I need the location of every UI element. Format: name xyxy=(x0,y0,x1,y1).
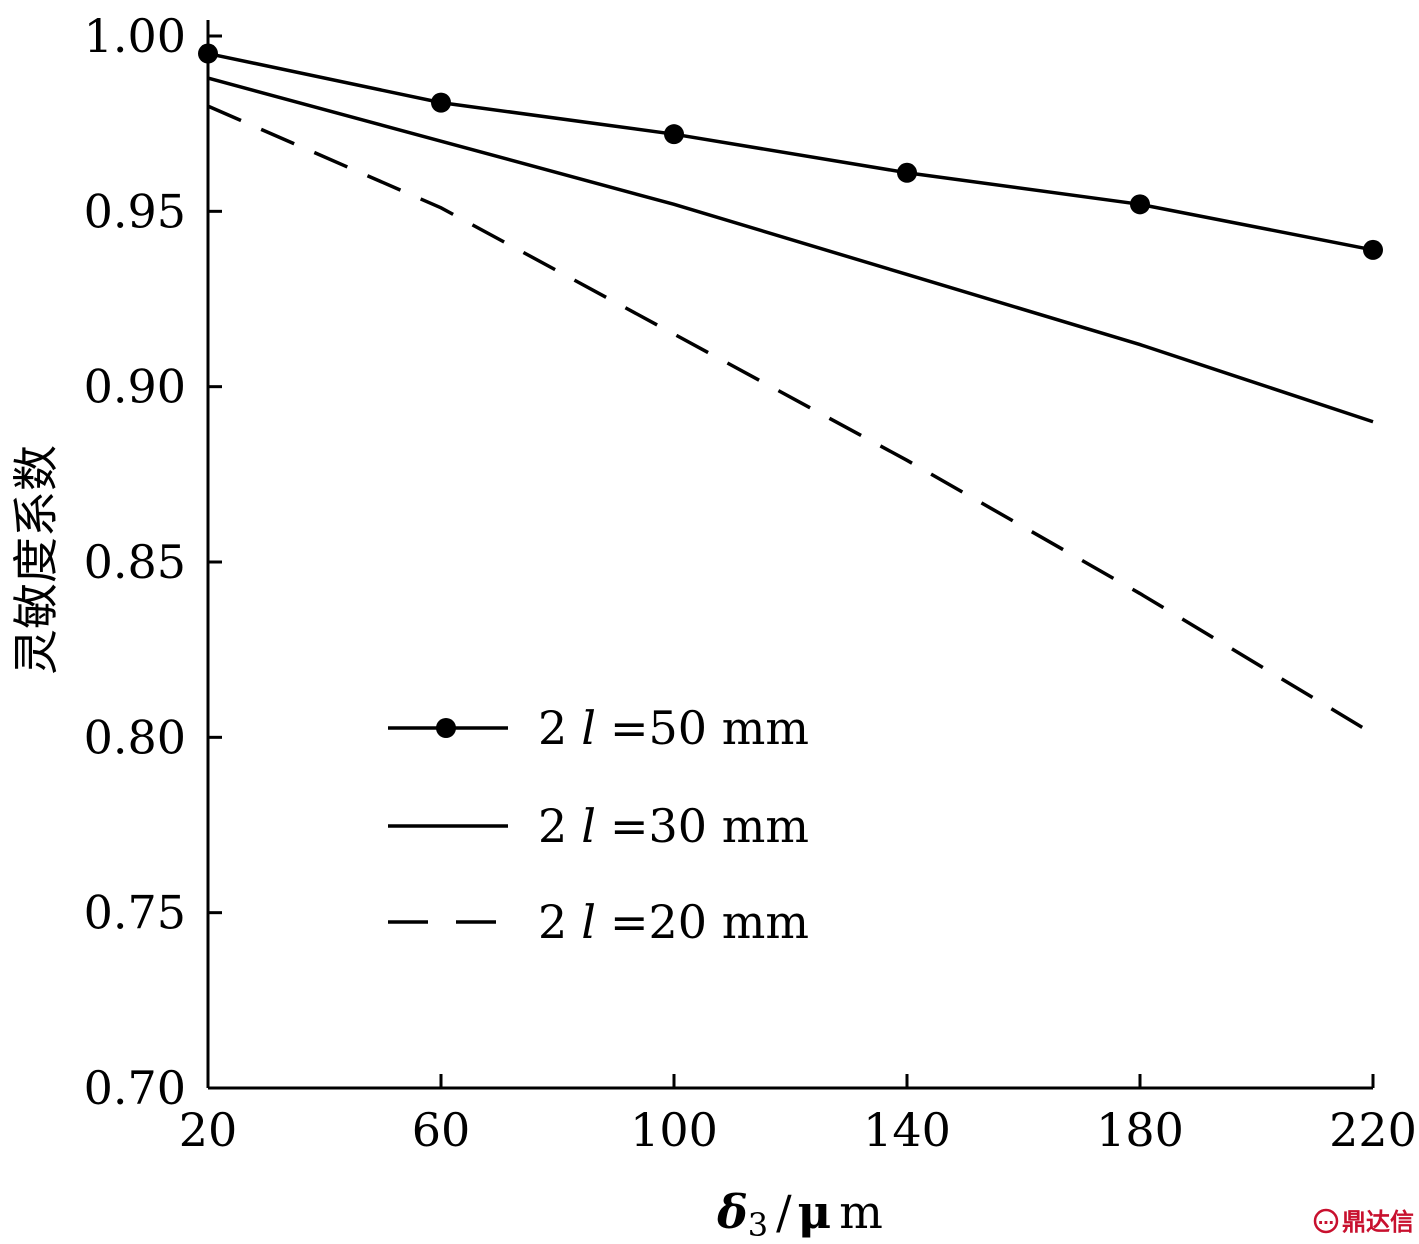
x-axis-label-m: m xyxy=(839,1185,883,1239)
legend-label-variable: l xyxy=(581,895,596,949)
x-axis-label-slash: / xyxy=(776,1185,792,1239)
x-axis-label-subscript: 3 xyxy=(748,1206,768,1244)
legend-label: 2 l =50 mm xyxy=(538,701,809,755)
x-tick-label: 220 xyxy=(1329,1103,1417,1157)
series-point xyxy=(1363,239,1383,260)
x-tick-label: 20 xyxy=(179,1103,238,1157)
legend: 2 l =50 mm2 l =30 mm2 l =20 mm xyxy=(388,701,809,949)
y-tick-label: 0.85 xyxy=(84,535,186,589)
series-line-0 xyxy=(207,51,1374,252)
legend-label: 2 l =20 mm xyxy=(538,895,809,949)
legend-label-value: =50 mm xyxy=(610,701,809,755)
x-axis-label-symbol: δ xyxy=(716,1185,748,1239)
legend-label-variable: l xyxy=(581,701,596,755)
watermark-logo-icon xyxy=(1313,1208,1339,1234)
watermark-text: 鼎达信 xyxy=(1342,1208,1414,1236)
y-tick-label: 0.80 xyxy=(84,710,186,764)
x-ticks: 20 60 100 140 180 220 xyxy=(179,1074,1417,1157)
legend-label-number: 2 xyxy=(538,701,567,755)
legend-label-value: =30 mm xyxy=(610,799,809,853)
x-tick-label: 100 xyxy=(630,1103,718,1157)
x-axis-label-mu: μ xyxy=(798,1185,832,1239)
y-axis-label: 灵敏度系数 xyxy=(9,445,63,675)
legend-label-number: 2 xyxy=(538,799,567,853)
series-point xyxy=(198,43,218,64)
legend-label-number: 2 xyxy=(538,895,567,949)
series-point xyxy=(1130,194,1150,215)
x-tick-label: 60 xyxy=(412,1103,471,1157)
legend-label-variable: l xyxy=(581,799,596,853)
legend-label: 2 l =30 mm xyxy=(538,799,809,853)
series-point xyxy=(431,92,451,113)
y-ticks: 0.70 0.75 0.80 0.85 0.90 0.95 1.00 xyxy=(84,9,222,1115)
y-tick-label: 0.75 xyxy=(84,886,186,940)
watermark: ⋯ 鼎达信 xyxy=(1313,1208,1414,1236)
y-tick-label: 0.70 xyxy=(84,1061,186,1115)
y-tick-label: 1.00 xyxy=(84,9,186,63)
x-axis-label: δ3/μ m xyxy=(716,1185,883,1244)
series-line-2 xyxy=(207,104,1374,736)
series-line-1 xyxy=(207,76,1374,424)
y-tick-label: 0.90 xyxy=(84,360,186,414)
x-tick-label: 140 xyxy=(863,1103,951,1157)
y-tick-label: 0.95 xyxy=(84,184,186,238)
x-tick-label: 180 xyxy=(1096,1103,1184,1157)
watermark-logo-mark: ⋯ xyxy=(1318,1213,1334,1232)
series-point xyxy=(664,124,684,145)
series-layer xyxy=(198,43,1383,736)
legend-label-value: =20 mm xyxy=(610,895,809,949)
series-point xyxy=(897,162,917,183)
legend-swatch-marker xyxy=(436,718,456,738)
